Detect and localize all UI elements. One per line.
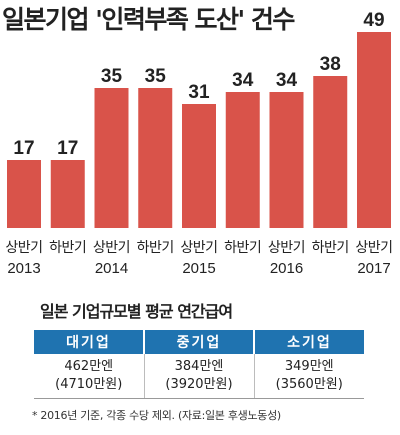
value-label: 34 xyxy=(232,70,254,91)
category-label: 하반기 xyxy=(137,240,174,256)
year-label: 2015 xyxy=(182,260,215,277)
bar xyxy=(225,92,260,228)
chart-title: 일본기업 '인력부족 도산' 건수 xyxy=(2,5,295,34)
bar-chart: 17 17 35 35 31 34 34 38 49 상반기 2013 하반기 상반기 2014 하반기 상… xyxy=(5,10,393,277)
bar xyxy=(50,160,85,228)
value-label: 49 xyxy=(363,10,384,31)
cell-medium-company: 384만엔 (3920만원) xyxy=(143,354,254,399)
bar xyxy=(7,160,41,228)
cell-small-company: 349만엔 (3560만원) xyxy=(253,354,364,399)
category-label: 상반기 xyxy=(355,240,392,256)
salary-yen: 384만엔 xyxy=(174,359,224,374)
value-label: 35 xyxy=(101,66,123,87)
cell-large-company: 462만엔 (4710만원) xyxy=(34,354,144,399)
header-large-company: 대기업 xyxy=(34,330,144,354)
category-label: 상반기 xyxy=(93,240,130,256)
salary-won: (3920만원) xyxy=(165,377,233,392)
value-label: 17 xyxy=(13,138,34,159)
category-label: 하반기 xyxy=(49,240,86,256)
bar xyxy=(269,92,304,228)
salary-won: (3560만원) xyxy=(275,377,343,392)
year-label: 2014 xyxy=(95,260,128,277)
bar xyxy=(94,88,129,228)
salary-won: (4710만원) xyxy=(55,377,123,392)
value-label: 34 xyxy=(276,70,298,91)
category-label: 하반기 xyxy=(224,240,261,256)
salary-yen: 462만엔 xyxy=(64,359,114,374)
category-label: 상반기 xyxy=(180,240,217,256)
year-label: 2017 xyxy=(357,260,390,277)
value-label: 31 xyxy=(188,82,210,103)
header-small-company: 소기업 xyxy=(253,330,364,354)
value-label: 35 xyxy=(145,66,167,87)
table-row: 462만엔 (4710만원) 384만엔 (3920만원) 349만엔 (356… xyxy=(34,354,364,399)
table-header-row: 대기업 중기업 소기업 xyxy=(34,330,364,354)
header-medium-company: 중기업 xyxy=(143,330,254,354)
footnote: * 2016년 기준, 각종 수당 제외. (자료:일본 후생노동성) xyxy=(32,409,281,422)
value-label: 38 xyxy=(320,54,341,75)
bar xyxy=(357,32,391,228)
bar xyxy=(313,76,348,228)
category-label: 상반기 xyxy=(268,240,305,256)
salary-table: 대기업 중기업 소기업 462만엔 (4710만원) 384만엔 (3920만원… xyxy=(34,330,364,399)
bar xyxy=(182,104,216,228)
category-label: 상반기 xyxy=(5,240,42,256)
salary-yen: 349만엔 xyxy=(284,359,334,374)
year-label: 2016 xyxy=(270,260,303,277)
bar xyxy=(138,88,173,228)
table-title: 일본 기업규모별 평균 연간급여 xyxy=(40,302,233,321)
category-label: 하반기 xyxy=(312,240,349,256)
value-label: 17 xyxy=(57,138,78,159)
year-label: 2013 xyxy=(7,260,40,277)
